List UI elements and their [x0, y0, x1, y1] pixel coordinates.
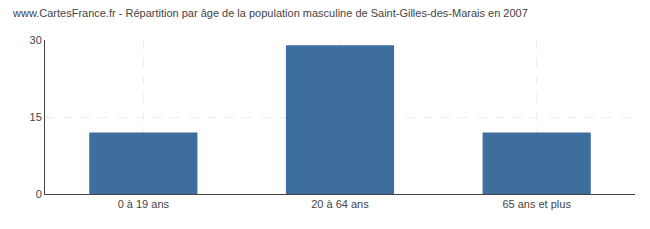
svg-text:0 à 19 ans: 0 à 19 ans [118, 198, 170, 210]
svg-text:www.CartesFrance.fr - Répartit: www.CartesFrance.fr - Répartition par âg… [12, 7, 528, 19]
svg-text:30: 30 [30, 34, 42, 46]
svg-text:0: 0 [36, 188, 42, 200]
svg-text:20 à 64 ans: 20 à 64 ans [311, 198, 369, 210]
svg-text:65 ans et plus: 65 ans et plus [502, 198, 571, 210]
svg-text:15: 15 [30, 111, 42, 123]
